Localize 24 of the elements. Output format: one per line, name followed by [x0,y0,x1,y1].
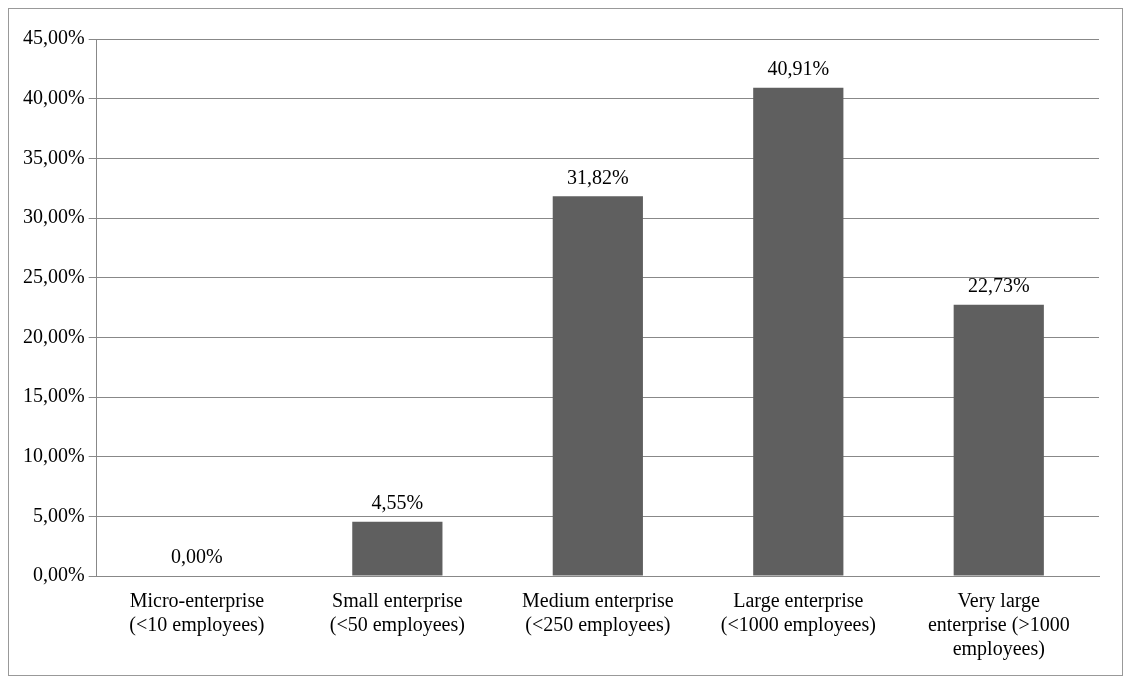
x-tick-label: Medium enterprise (<250 employees) [522,589,674,637]
y-tick-label: 0,00% [32,563,85,586]
y-tick-label: 15,00% [22,384,85,407]
y-tick-label: 40,00% [22,85,85,108]
data-label: 0,00% [171,545,223,568]
data-label: 22,73% [967,274,1030,297]
y-tick-label: 45,00% [22,26,85,49]
y-tick-label: 20,00% [22,324,85,347]
bar [552,196,643,576]
data-label: 31,82% [566,165,629,188]
y-tick-label: 30,00% [22,205,85,228]
bar [753,87,844,576]
y-tick-label: 35,00% [22,145,85,168]
x-tick-label: Small enterprise (<50 employees) [329,589,465,637]
x-tick-label: Very large enterprise (>1000 employees) [927,589,1070,661]
x-tick-label: Micro-enterprise (<10 employees) [129,589,265,637]
data-label: 4,55% [371,490,424,513]
y-tick-label: 10,00% [22,443,85,466]
data-label: 40,91% [767,57,830,80]
bar [352,521,443,576]
y-tick-label: 5,00% [32,503,85,526]
bar [953,304,1044,576]
y-tick-label: 25,00% [22,264,85,287]
x-tick-label: Large enterprise (<1000 employees) [720,589,876,637]
